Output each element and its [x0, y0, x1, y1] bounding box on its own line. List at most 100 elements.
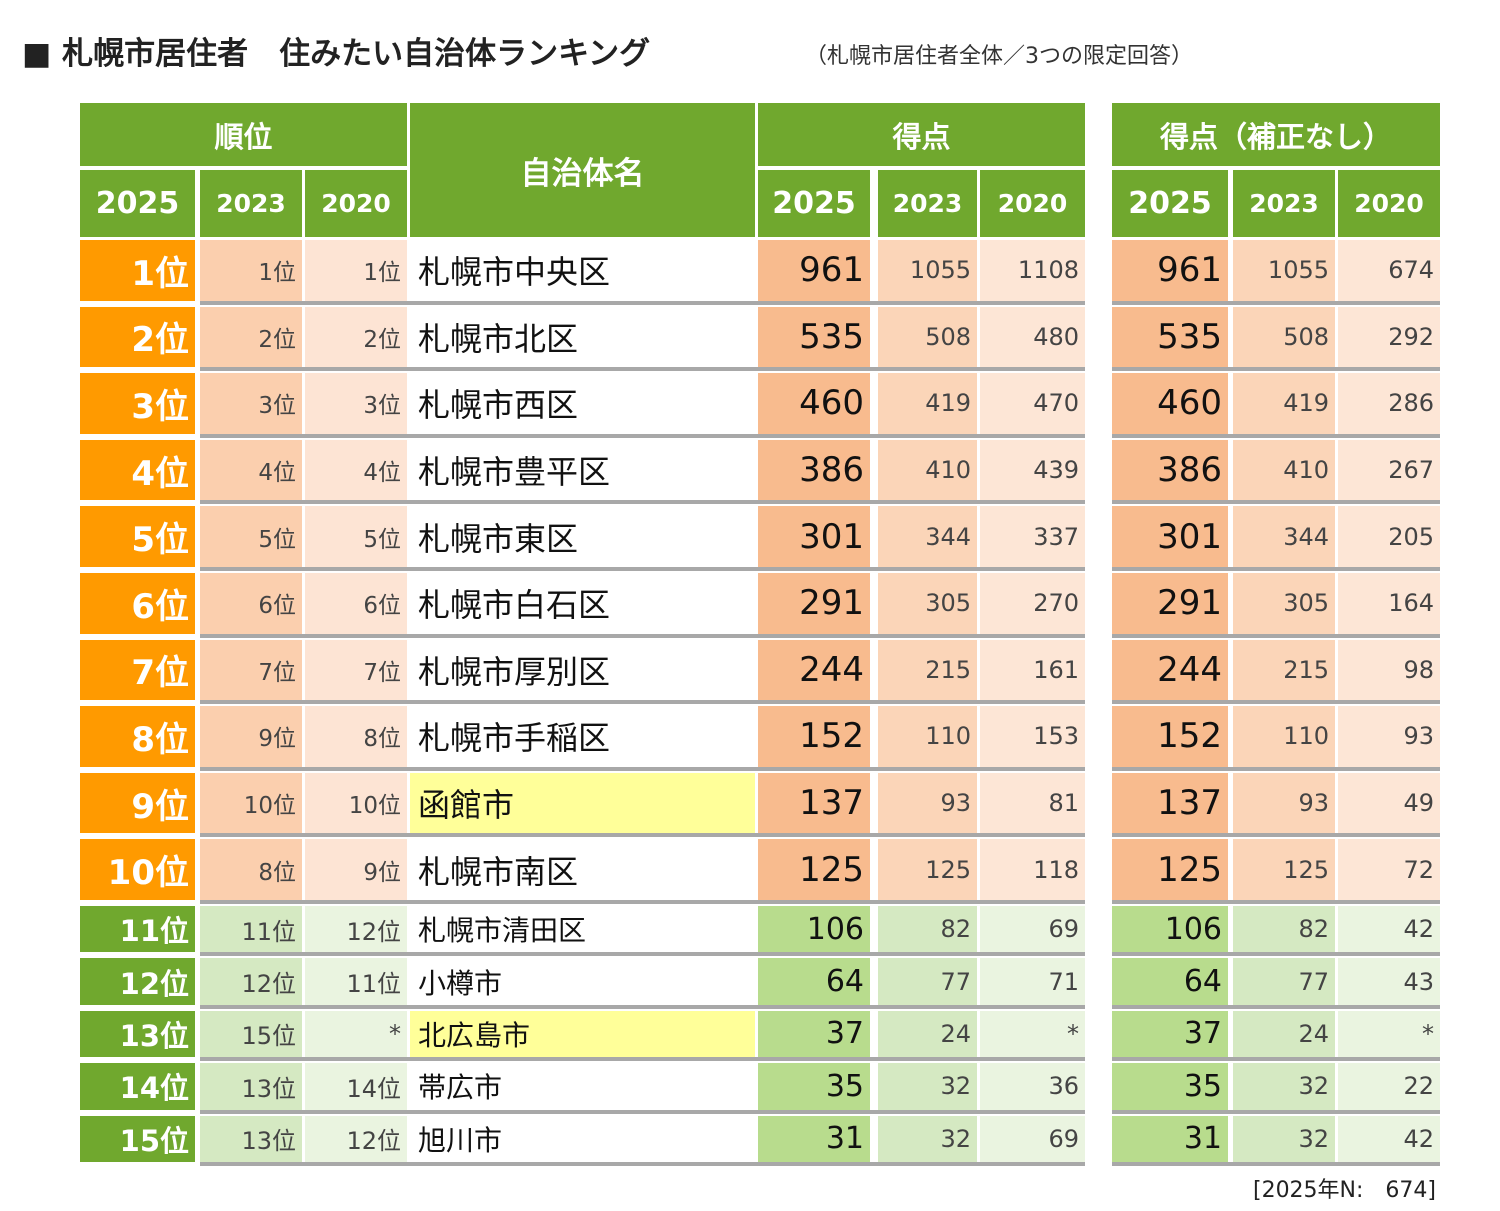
rank-badge: 2位 — [80, 306, 195, 368]
row-divider — [1112, 567, 1440, 571]
row-divider — [200, 1162, 1085, 1166]
cell-s2023: 410 — [878, 439, 977, 501]
cell-u2023: 82 — [1233, 906, 1335, 953]
cell-r2023: 7位 — [200, 639, 302, 701]
row-divider — [1112, 1057, 1440, 1062]
cell-s2023: 93 — [878, 772, 977, 834]
row-divider — [1112, 1109, 1440, 1114]
cell-r2020: 11位 — [305, 958, 407, 1005]
cell-r2023: 5位 — [200, 506, 302, 567]
cell-s2023: 24 — [878, 1010, 977, 1058]
cell-r2023: 4位 — [200, 439, 302, 501]
cell-s2023: 77 — [878, 958, 977, 1005]
row-divider — [1112, 952, 1440, 957]
cell-s2020: 118 — [980, 839, 1085, 900]
cell-u2020: 42 — [1338, 1115, 1440, 1162]
cell-s2023: 1055 — [878, 240, 977, 301]
sample-size-note: [2025年N: 674] — [1252, 1178, 1436, 1203]
cell-r2020: 4位 — [305, 439, 407, 501]
row-divider — [200, 1004, 1085, 1009]
cell-u2023: 110 — [1233, 706, 1335, 767]
cell-s2020: 470 — [980, 373, 1085, 434]
municipality-name: 札幌市西区 — [410, 373, 755, 434]
row-divider — [200, 567, 1085, 571]
cell-r2020: 3位 — [305, 373, 407, 434]
cell-s2025: 35 — [758, 1063, 870, 1110]
cell-r2020: 14位 — [305, 1063, 407, 1110]
cell-u2020: 42 — [1338, 906, 1440, 953]
cell-s2025: 64 — [758, 958, 870, 1005]
cell-u2025: 460 — [1112, 373, 1228, 434]
cell-r2020: 2位 — [305, 306, 407, 368]
cell-u2023: 93 — [1233, 772, 1335, 834]
cell-s2023: 215 — [878, 639, 977, 701]
cell-u2020: 286 — [1338, 373, 1440, 434]
cell-s2023: 32 — [878, 1063, 977, 1110]
row-divider — [200, 900, 1085, 904]
cell-u2025: 291 — [1112, 573, 1228, 634]
cell-s2025: 386 — [758, 439, 870, 501]
municipality-name: 札幌市中央区 — [410, 240, 755, 301]
rank-badge: 11位 — [80, 906, 195, 953]
municipality-name: 札幌市南区 — [410, 839, 755, 900]
cell-r2020: * — [305, 1010, 407, 1058]
cell-u2025: 152 — [1112, 706, 1228, 767]
cell-u2020: 98 — [1338, 639, 1440, 701]
rank-badge: 4位 — [80, 439, 195, 501]
cell-u2020: 205 — [1338, 506, 1440, 567]
cell-s2020: 69 — [980, 1115, 1085, 1162]
cell-s2023: 82 — [878, 906, 977, 953]
header-year: 2020 — [980, 170, 1085, 237]
municipality-name: 小樽市 — [410, 958, 755, 1005]
cell-s2020: 36 — [980, 1063, 1085, 1110]
municipality-name: 札幌市東区 — [410, 506, 755, 567]
cell-r2023: 11位 — [200, 906, 302, 953]
cell-s2025: 106 — [758, 906, 870, 953]
cell-u2023: 344 — [1233, 506, 1335, 567]
page-subtitle: （札幌市居住者全体／3つの限定回答） — [805, 44, 1193, 69]
municipality-name: 札幌市手稲区 — [410, 706, 755, 767]
cell-r2023: 8位 — [200, 839, 302, 900]
cell-u2023: 32 — [1233, 1063, 1335, 1110]
cell-u2020: 49 — [1338, 772, 1440, 834]
municipality-name: 帯広市 — [410, 1063, 755, 1110]
cell-u2023: 125 — [1233, 839, 1335, 900]
row-divider — [200, 700, 1085, 705]
row-divider — [1112, 367, 1440, 372]
cell-u2020: * — [1338, 1010, 1440, 1058]
cell-s2023: 305 — [878, 573, 977, 634]
rank-badge: 12位 — [80, 958, 195, 1005]
row-divider — [200, 367, 1085, 372]
header-name: 自治体名 — [410, 103, 755, 237]
rank-badge: 8位 — [80, 706, 195, 767]
row-divider — [200, 1057, 1085, 1062]
cell-r2023: 13位 — [200, 1063, 302, 1110]
cell-s2020: 69 — [980, 906, 1085, 953]
cell-u2025: 125 — [1112, 839, 1228, 900]
row-divider — [1112, 633, 1440, 638]
cell-u2023: 1055 — [1233, 240, 1335, 301]
cell-u2023: 215 — [1233, 639, 1335, 701]
cell-r2023: 6位 — [200, 573, 302, 634]
row-divider — [200, 833, 1085, 838]
cell-r2020: 9位 — [305, 839, 407, 900]
cell-u2020: 93 — [1338, 706, 1440, 767]
municipality-name: 旭川市 — [410, 1115, 755, 1162]
cell-u2025: 535 — [1112, 306, 1228, 368]
page-title: ■ 札幌市居住者 住みたい自治体ランキング — [22, 36, 651, 72]
row-divider — [1112, 900, 1440, 904]
row-divider — [1112, 766, 1440, 771]
cell-s2023: 125 — [878, 839, 977, 900]
header-rank: 順位 — [80, 103, 407, 166]
header-year: 2025 — [80, 170, 195, 237]
cell-u2025: 301 — [1112, 506, 1228, 567]
cell-r2023: 9位 — [200, 706, 302, 767]
header-year: 2023 — [200, 170, 302, 237]
cell-r2020: 7位 — [305, 639, 407, 701]
municipality-name: 札幌市厚別区 — [410, 639, 755, 701]
header-year: 2020 — [1338, 170, 1440, 237]
cell-s2020: 270 — [980, 573, 1085, 634]
rank-badge: 7位 — [80, 639, 195, 701]
header-year: 2025 — [758, 170, 870, 237]
cell-s2025: 244 — [758, 639, 870, 701]
